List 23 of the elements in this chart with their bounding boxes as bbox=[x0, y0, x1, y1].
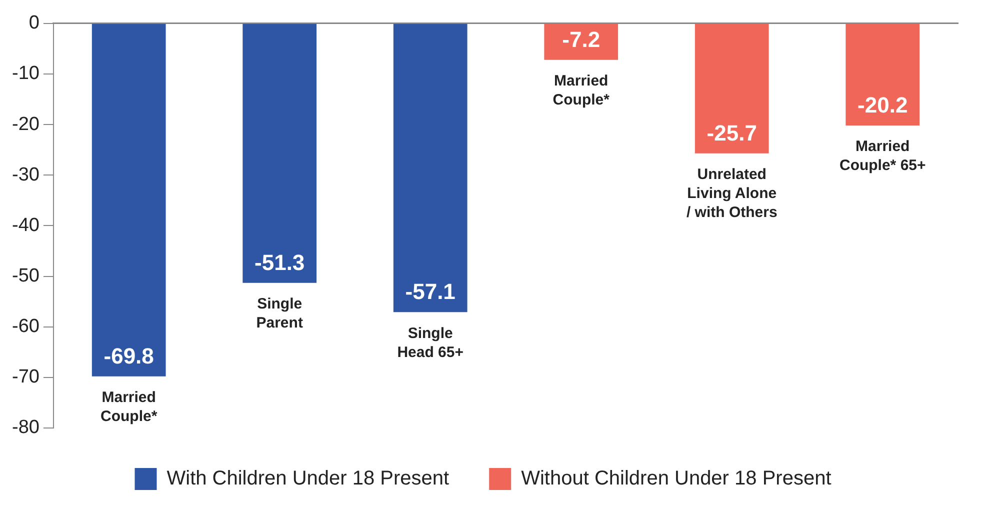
legend-label: Without Children Under 18 Present bbox=[521, 468, 832, 490]
y-tick-label: -30 bbox=[12, 164, 40, 186]
y-tick-label: -10 bbox=[12, 63, 40, 84]
y-tick-label: -20 bbox=[12, 114, 40, 135]
x-tick-label: Unrelated Living Alone / with Others bbox=[686, 166, 778, 222]
data-label: -51.3 bbox=[254, 250, 305, 275]
y-tick-label: -70 bbox=[12, 366, 40, 388]
x-tick-label: Married Couple* bbox=[552, 72, 610, 108]
x-tick-label: Single Parent bbox=[256, 295, 303, 332]
x-tick-label: Married Couple* 65+ bbox=[839, 138, 926, 174]
x-tick-label: Single Head 65+ bbox=[397, 324, 464, 361]
data-label: -25.7 bbox=[706, 120, 757, 146]
y-tick-label: -40 bbox=[12, 214, 40, 236]
data-label: -57.1 bbox=[405, 279, 456, 304]
y-tick-label: -50 bbox=[12, 266, 40, 287]
data-label: -20.2 bbox=[858, 92, 908, 118]
y-tick-label: 0 bbox=[28, 12, 40, 34]
y-tick-label: -60 bbox=[12, 316, 40, 338]
data-label: -7.2 bbox=[562, 26, 600, 52]
legend-label: With Children Under 18 Present bbox=[166, 468, 450, 490]
data-label: -69.8 bbox=[104, 343, 154, 368]
x-tick-label: Married Couple* bbox=[100, 389, 158, 426]
y-tick-label: -80 bbox=[12, 417, 40, 438]
